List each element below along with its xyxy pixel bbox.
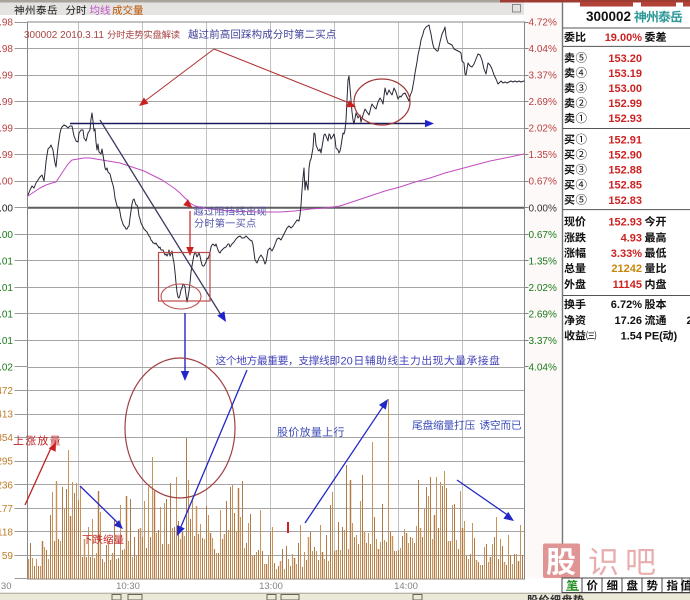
svg-text:19.00%: 19.00% (605, 32, 643, 44)
svg-text:.99: .99 (0, 124, 13, 135)
svg-text:295: 295 (0, 457, 13, 468)
svg-text:PE(: PE( (645, 331, 664, 343)
svg-text:0.67%: 0.67% (529, 230, 557, 241)
svg-text:4.72%: 4.72% (529, 18, 557, 29)
svg-text:.01: .01 (0, 309, 13, 320)
svg-text:.01: .01 (0, 283, 13, 294)
svg-text:177: 177 (0, 504, 13, 515)
svg-text:118: 118 (0, 527, 13, 538)
svg-text:472: 472 (0, 386, 13, 397)
svg-text:3.37%: 3.37% (529, 71, 557, 82)
svg-text:17.26: 17.26 (614, 315, 642, 327)
svg-text:1.35%: 1.35% (529, 256, 557, 267)
svg-text:236: 236 (0, 480, 13, 491)
svg-text:.98: .98 (0, 44, 13, 55)
svg-text:2.69%: 2.69% (529, 97, 557, 108)
svg-text:2.02%: 2.02% (529, 124, 557, 135)
svg-text:3.37%: 3.37% (529, 336, 557, 347)
svg-text:153.00: 153.00 (608, 83, 642, 95)
svg-text:152.88: 152.88 (608, 165, 642, 177)
svg-text:10:30: 10:30 (116, 581, 140, 592)
svg-text:.99: .99 (0, 71, 13, 82)
svg-text:13:00: 13:00 (259, 581, 283, 592)
svg-text:152.93: 152.93 (608, 113, 642, 125)
svg-text:.99: .99 (0, 97, 13, 108)
svg-text:11145: 11145 (613, 279, 642, 291)
svg-text:.00: .00 (0, 177, 13, 188)
svg-text:2.02%: 2.02% (529, 283, 557, 294)
svg-text:152.83: 152.83 (608, 195, 642, 207)
svg-text:153.20: 153.20 (608, 53, 642, 65)
svg-text:9:30: 9:30 (0, 581, 12, 592)
svg-text:20: 20 (341, 355, 353, 367)
svg-text:1.54: 1.54 (621, 331, 643, 343)
svg-text:.01: .01 (0, 256, 13, 267)
svg-text:21242: 21242 (611, 263, 642, 275)
svg-text:153.19: 153.19 (608, 68, 642, 80)
svg-text:26: 26 (687, 315, 690, 327)
svg-text:4.04%: 4.04% (529, 44, 557, 55)
svg-text:.99: .99 (0, 150, 13, 161)
svg-text:300002: 300002 (586, 9, 631, 24)
svg-text:6.72%: 6.72% (611, 299, 642, 311)
svg-text:4.04%: 4.04% (529, 363, 557, 374)
svg-text:152.99: 152.99 (608, 98, 642, 110)
svg-text:1.35%: 1.35% (529, 150, 557, 161)
svg-text:354: 354 (0, 433, 13, 444)
svg-text:152.90: 152.90 (608, 150, 642, 162)
svg-text:0.00%: 0.00% (529, 203, 557, 214)
svg-text:.00: .00 (0, 230, 13, 241)
svg-text:.98: .98 (0, 18, 13, 29)
svg-text:.02: .02 (0, 363, 13, 374)
svg-text:14:00: 14:00 (394, 581, 418, 592)
svg-text:): ) (674, 331, 678, 343)
svg-text:413: 413 (0, 410, 13, 421)
svg-text:300002 2010.3.11: 300002 2010.3.11 (24, 30, 104, 41)
svg-text:59: 59 (2, 551, 14, 562)
svg-text:4.93: 4.93 (621, 233, 642, 245)
svg-text:.01: .01 (0, 336, 13, 347)
svg-text:.00: .00 (0, 203, 13, 214)
svg-text:152.85: 152.85 (608, 180, 642, 192)
svg-text:0.67%: 0.67% (529, 177, 557, 188)
svg-text:2.69%: 2.69% (529, 309, 557, 320)
svg-text:152.93: 152.93 (608, 217, 642, 229)
svg-text:152.91: 152.91 (608, 134, 642, 146)
svg-text:3.33%: 3.33% (611, 248, 642, 260)
